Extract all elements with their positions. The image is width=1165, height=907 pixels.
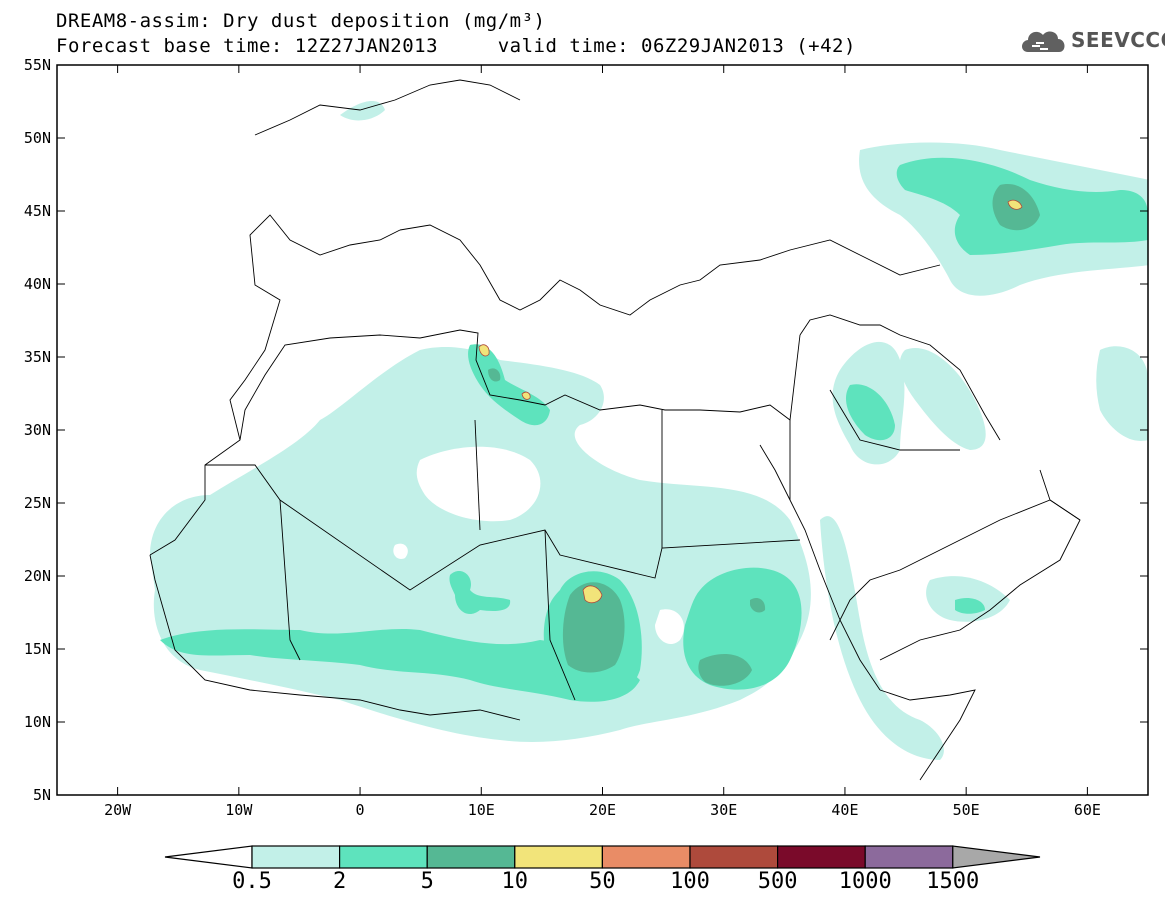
colorbar-segment <box>864 845 954 869</box>
lon-tick-label: 40E <box>831 801 858 819</box>
map-axes: 20W 10W 0 10E 20E 30E 40E 50E 60E 55N 50N 45N 40N 35N… <box>24 56 1148 819</box>
lat-tick-label: 55N <box>24 56 51 74</box>
lon-tick-label: 20W <box>104 801 132 819</box>
lon-tick-label: 10E <box>468 801 495 819</box>
lon-tick-label: 20E <box>589 801 616 819</box>
map-subtitle: Forecast base time: 12Z27JAN2013 valid t… <box>56 35 856 57</box>
lon-tick-label: 60E <box>1074 801 1101 819</box>
lon-tick-label: 30E <box>710 801 737 819</box>
map-title: DREAM8-assim: Dry dust deposition (mg/m³… <box>56 10 546 32</box>
lon-tick-label: 0 <box>356 801 365 819</box>
lat-tick-label: 20N <box>24 567 51 585</box>
colorbar-segment <box>689 845 779 869</box>
dust-contour-high <box>478 199 1023 604</box>
colorbar-label: 50 <box>589 869 616 894</box>
lat-tick-label: 40N <box>24 275 51 293</box>
colorbar-segment <box>514 845 603 869</box>
logo-text: SEEVCCC <box>1071 28 1165 52</box>
colorbar-segment <box>601 845 691 869</box>
lat-tick-label: 50N <box>24 129 51 147</box>
colorbar-label: 5 <box>421 869 434 894</box>
lat-tick-label: 25N <box>24 494 51 512</box>
colorbar-label: 1000 <box>839 869 892 894</box>
colorbar-label: 10 <box>502 869 529 894</box>
map-plot-area <box>149 79 1148 781</box>
lat-tick-label: 35N <box>24 348 51 366</box>
cloud-icon <box>1022 31 1065 52</box>
lat-tick-label: 30N <box>24 421 51 439</box>
lat-tick-label: 10N <box>24 713 51 731</box>
lon-tick-label: 50E <box>953 801 980 819</box>
colorbar-label: 1500 <box>926 869 979 894</box>
colorbar-label: 500 <box>758 869 798 894</box>
lat-tick-label: 15N <box>24 640 51 658</box>
colorbar-segment <box>776 845 866 869</box>
colorbar-label: 100 <box>670 869 710 894</box>
colorbar-over-arrow <box>952 845 1041 869</box>
dust-contour-gaps <box>393 446 684 645</box>
colorbar: 0.5 2 5 10 50 100 500 1000 1500 <box>164 845 1041 894</box>
colorbar-label: 0.5 <box>232 869 272 894</box>
colorbar-under-arrow <box>164 845 253 869</box>
colorbar-segment <box>251 845 341 869</box>
lat-tick-label: 45N <box>24 202 51 220</box>
colorbar-segment <box>426 845 516 869</box>
coastlines-borders <box>149 79 1081 781</box>
lat-tick-label: 5N <box>33 786 51 804</box>
seevccc-logo: SEEVCCC <box>1018 26 1165 56</box>
lon-tick-label: 10W <box>225 801 253 819</box>
colorbar-segment <box>339 845 428 869</box>
colorbar-label: 2 <box>333 869 346 894</box>
